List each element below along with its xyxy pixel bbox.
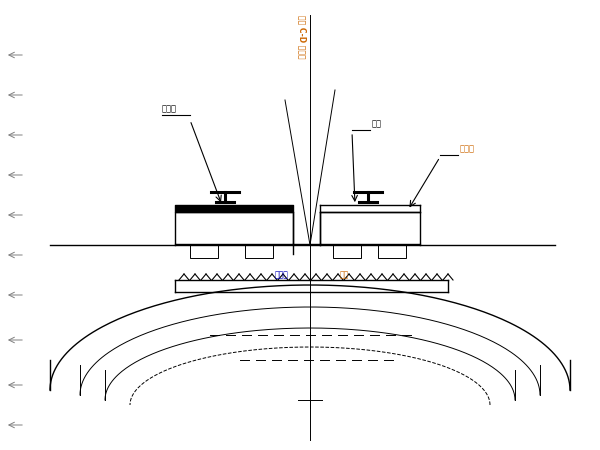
Bar [245,244,273,258]
Text: 盖板: 盖板 [372,119,382,128]
Bar [333,244,361,258]
Bar [378,244,406,258]
Text: 隧道 C-D 断面图: 隧道 C-D 断面图 [298,15,307,58]
Text: 主轨板: 主轨板 [162,104,177,113]
Text: 注水孔: 注水孔 [460,144,475,153]
Bar [320,212,420,244]
Bar [175,212,293,244]
Bar [190,244,218,258]
Text: 枝板: 枝板 [340,270,349,279]
Text: 排水沟: 排水沟 [275,270,289,279]
